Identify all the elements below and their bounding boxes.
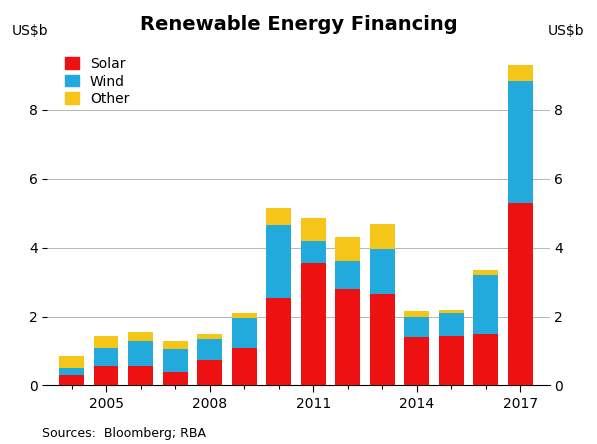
Bar: [508, 81, 533, 203]
Bar: [439, 336, 464, 385]
Bar: [439, 313, 464, 336]
Bar: [162, 349, 187, 372]
Bar: [59, 356, 84, 368]
Bar: [404, 311, 429, 317]
Bar: [473, 275, 498, 334]
Bar: [197, 334, 222, 339]
Bar: [266, 297, 291, 385]
Bar: [404, 337, 429, 385]
Bar: [336, 289, 360, 385]
Bar: [197, 360, 222, 385]
Bar: [232, 313, 257, 318]
Bar: [266, 225, 291, 297]
Text: Sources:  Bloomberg; RBA: Sources: Bloomberg; RBA: [42, 427, 206, 440]
Bar: [370, 250, 395, 294]
Bar: [370, 294, 395, 385]
Bar: [473, 270, 498, 275]
Bar: [404, 317, 429, 337]
Legend: Solar, Wind, Other: Solar, Wind, Other: [59, 52, 135, 111]
Bar: [197, 339, 222, 360]
Bar: [266, 208, 291, 225]
Bar: [508, 65, 533, 81]
Bar: [508, 203, 533, 385]
Bar: [336, 262, 360, 289]
Bar: [473, 334, 498, 385]
Bar: [59, 368, 84, 375]
Bar: [162, 372, 187, 385]
Bar: [232, 348, 257, 385]
Bar: [301, 263, 325, 385]
Bar: [336, 238, 360, 262]
Bar: [94, 366, 118, 385]
Bar: [301, 241, 325, 263]
Bar: [301, 218, 325, 241]
Bar: [94, 336, 118, 348]
Title: Renewable Energy Financing: Renewable Energy Financing: [140, 15, 457, 34]
Bar: [439, 309, 464, 313]
Bar: [232, 318, 257, 348]
Bar: [128, 341, 153, 366]
Bar: [94, 348, 118, 366]
Bar: [128, 332, 153, 341]
Text: US$b: US$b: [12, 24, 49, 38]
Bar: [370, 224, 395, 250]
Bar: [128, 366, 153, 385]
Text: US$b: US$b: [548, 24, 585, 38]
Bar: [59, 375, 84, 385]
Bar: [162, 341, 187, 349]
